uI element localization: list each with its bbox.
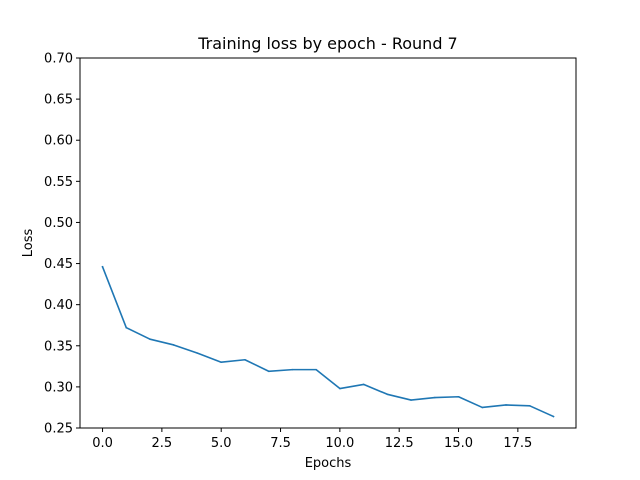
- x-tick-label: 7.5: [270, 436, 291, 451]
- y-tick-label: 0.30: [44, 380, 73, 395]
- y-tick-label: 0.60: [44, 134, 73, 149]
- y-tick-label: 0.25: [44, 422, 73, 437]
- data-point: [244, 358, 246, 361]
- y-tick-label: 0.45: [44, 257, 73, 272]
- chart-title: Training loss by epoch - Round 7: [197, 34, 457, 53]
- y-tick-label: 0.55: [44, 175, 73, 190]
- plot-frame: [79, 57, 577, 429]
- y-axis: 0.25 0.30 0.35 0.40 0.45 0.50 0.55 0.60 0.65 0.70: [44, 52, 80, 437]
- x-tick-label: 10.0: [325, 436, 354, 451]
- data-point: [172, 344, 175, 346]
- data-point: [220, 361, 223, 364]
- data-point: [339, 387, 341, 390]
- x-tick-label: 17.5: [503, 436, 532, 451]
- y-tick-label: 0.70: [44, 52, 73, 67]
- y-tick-label: 0.50: [44, 216, 73, 231]
- data-point: [457, 395, 460, 398]
- x-tick-label: 15.0: [444, 436, 473, 451]
- data-point: [291, 368, 294, 371]
- series-line-0: [101, 265, 555, 418]
- x-axis: 0.0 2.5 5.0 7.5 10.0 12.5 15.0 17.5: [92, 428, 532, 451]
- x-axis-label: Epochs: [305, 456, 352, 471]
- y-tick-label: 0.40: [44, 298, 73, 313]
- x-tick-label: 5.0: [211, 436, 232, 451]
- data-point: [481, 406, 484, 409]
- data-point: [386, 393, 389, 396]
- data-point: [410, 399, 412, 401]
- data-point: [552, 415, 555, 418]
- data-point: [505, 404, 507, 406]
- data-point: [267, 370, 270, 373]
- y-tick-label: 0.35: [44, 339, 73, 354]
- x-tick-label: 2.5: [152, 436, 173, 451]
- data-point: [315, 368, 317, 371]
- data-point: [362, 383, 365, 386]
- data-point: [125, 326, 128, 329]
- data-point: [101, 266, 104, 268]
- y-tick-label: 0.65: [44, 93, 73, 108]
- data-point: [196, 352, 199, 354]
- data-point: [149, 338, 151, 341]
- x-tick-label: 12.5: [385, 436, 414, 451]
- data-point: [433, 396, 436, 399]
- series-layer: [101, 265, 555, 418]
- data-point: [528, 405, 531, 407]
- y-axis-label: Loss: [21, 229, 36, 258]
- plot-area: [80, 58, 576, 428]
- x-tick-label: 0.0: [92, 436, 113, 451]
